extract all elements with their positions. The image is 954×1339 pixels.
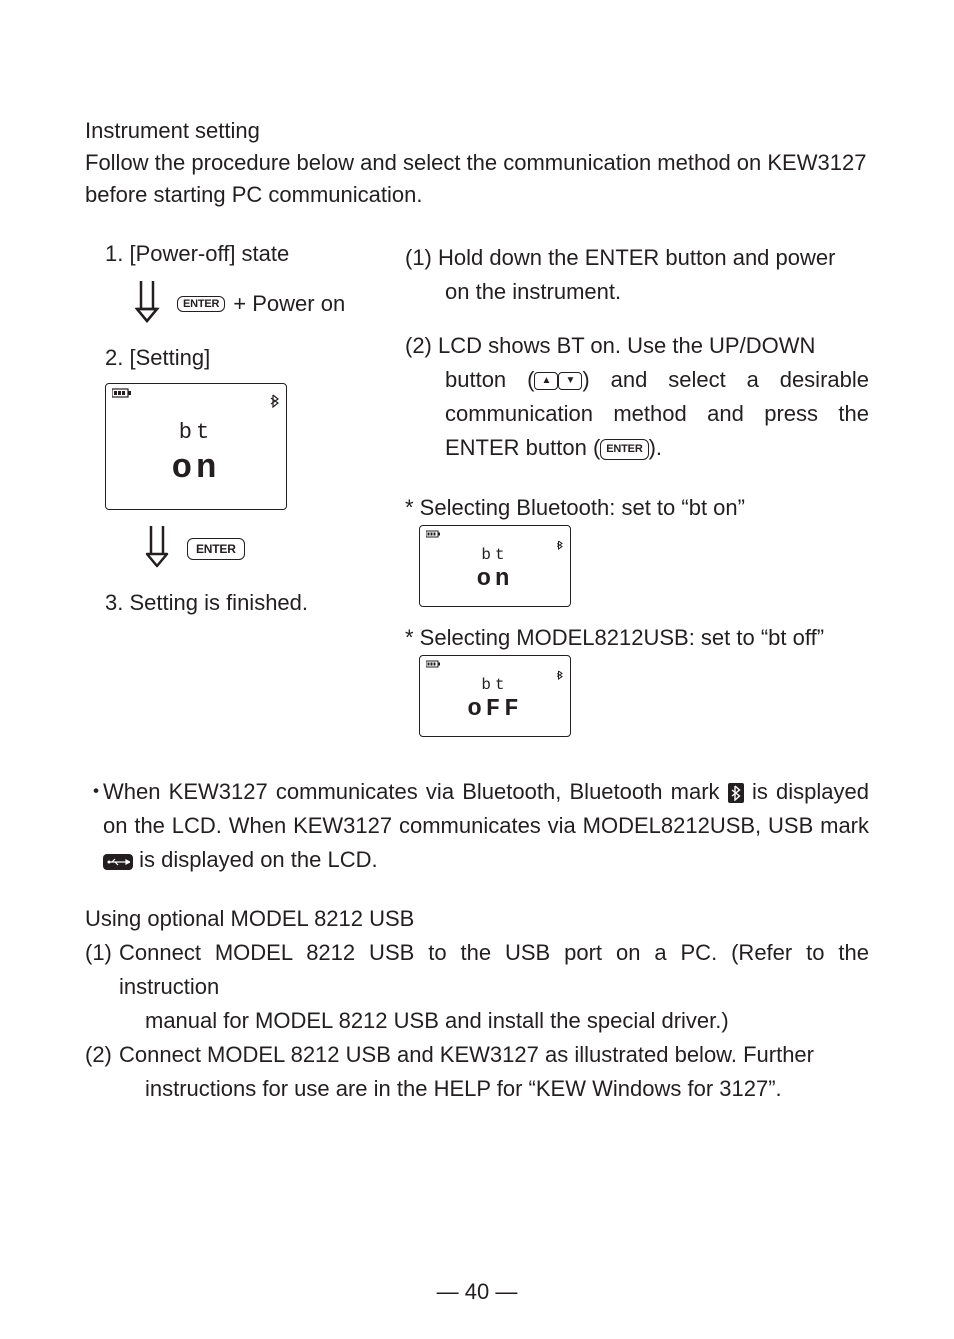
instr1-line1: (1) Hold down the ENTER button and power — [405, 241, 869, 275]
battery-icon — [426, 530, 442, 538]
instr2-line2: button (▲▼) and select a desirable commu… — [405, 363, 869, 465]
step3-title: 3. Setting is finished. — [105, 590, 385, 616]
lcd-bt-off: bt oFF — [419, 655, 571, 737]
lcd2-bt: bt — [420, 546, 570, 564]
instr2-line1: (2) LCD shows BT on. Use the UP/DOWN — [405, 329, 869, 363]
arrow-down-icon — [145, 524, 179, 574]
usb-step1-line2: manual for MODEL 8212 USB and install th… — [119, 1004, 869, 1038]
usb-step2-num: (2) — [85, 1038, 119, 1106]
lcd3-off: oFF — [420, 696, 570, 723]
instr2-pre: button ( — [445, 367, 534, 392]
note-block: ・ When KEW3127 communicates via Bluetoot… — [85, 775, 869, 877]
lcd-main: bt on — [105, 383, 287, 510]
bullet-mark: ・ — [85, 775, 103, 877]
lcd2-on: on — [420, 566, 570, 593]
lcd-on-text: on — [106, 450, 286, 488]
enter-button-icon: ENTER — [600, 439, 648, 460]
instruction-1: (1) Hold down the ENTER button and power… — [405, 241, 869, 309]
step1-title: 1. [Power-off] state — [105, 241, 385, 267]
arrow-down-icon — [135, 279, 169, 329]
power-on-label: + Power on — [233, 291, 345, 317]
page-number: — 40 — — [0, 1279, 954, 1305]
enter-button-icon: ENTER — [177, 296, 225, 312]
up-button-icon: ▲ — [534, 372, 558, 390]
intro-title: Instrument setting — [85, 115, 869, 147]
lcd-bt-on: bt on — [419, 525, 571, 607]
usb-icon — [103, 854, 133, 870]
instr1-line2: on the instrument. — [405, 275, 869, 309]
enter-button-icon: ENTER — [187, 538, 245, 560]
step2-title: 2. [Setting] — [105, 345, 385, 371]
note-p1c: is displayed on the LCD. — [139, 847, 377, 872]
lcd3-bt: bt — [420, 676, 570, 694]
intro-block: Instrument setting Follow the procedure … — [85, 115, 869, 211]
bt-small-icon — [270, 388, 280, 414]
usb-step1-num: (1) — [85, 936, 119, 1038]
usb-step1-line1: Connect MODEL 8212 USB to the USB port o… — [119, 940, 869, 999]
bluetooth-icon — [728, 783, 744, 803]
instr2-post: ). — [649, 435, 662, 460]
usb-section-title: Using optional MODEL 8212 USB — [85, 902, 869, 936]
right-column: (1) Hold down the ENTER button and power… — [385, 241, 869, 756]
intro-line: Follow the procedure below and select th… — [85, 147, 869, 211]
battery-icon — [426, 660, 442, 668]
lcd-bt-text: bt — [106, 420, 286, 445]
note-p1a: When KEW3127 communicates via Bluetooth,… — [103, 779, 728, 804]
left-column: 1. [Power-off] state ENTER + Power on 2.… — [85, 241, 385, 756]
battery-icon — [112, 388, 132, 398]
step2-action: ENTER — [145, 524, 385, 574]
step1-action: ENTER + Power on — [135, 279, 385, 329]
note-text: When KEW3127 communicates via Bluetooth,… — [103, 775, 869, 877]
instruction-2: (2) LCD shows BT on. Use the UP/DOWN but… — [405, 329, 869, 465]
usb-section: Using optional MODEL 8212 USB (1) Connec… — [85, 902, 869, 1107]
down-button-icon: ▼ — [558, 372, 582, 390]
usb-step2-line1: Connect MODEL 8212 USB and KEW3127 as il… — [119, 1042, 814, 1067]
selecting-bt-label: * Selecting Bluetooth: set to “bt on” — [405, 495, 869, 521]
usb-step2-line2: instructions for use are in the HELP for… — [119, 1072, 869, 1106]
selecting-usb-label: * Selecting MODEL8212USB: set to “bt off… — [405, 625, 869, 651]
columns: 1. [Power-off] state ENTER + Power on 2.… — [85, 241, 869, 756]
